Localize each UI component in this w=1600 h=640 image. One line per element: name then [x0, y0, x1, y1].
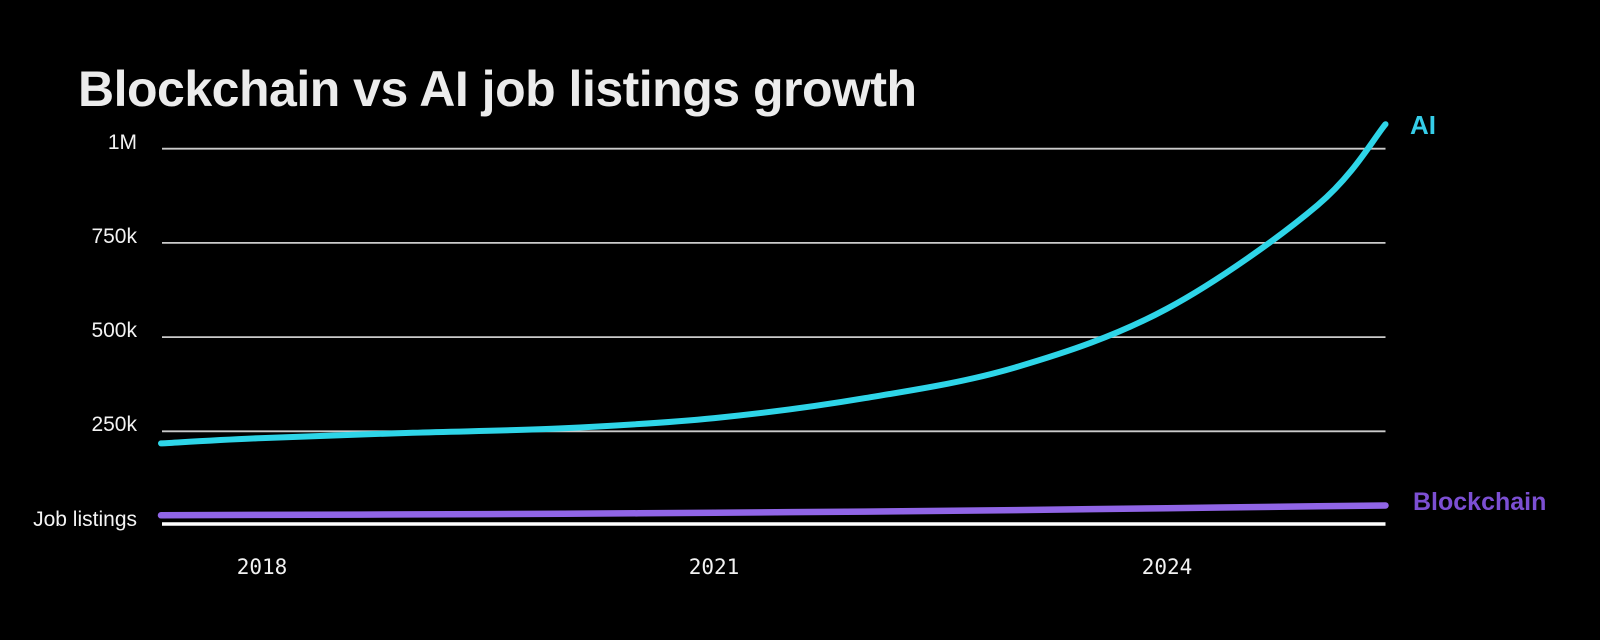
series-label-ai: AI [1410, 110, 1436, 140]
y-tick-label-500k: 500k [91, 319, 137, 342]
series-label-blockchain: Blockchain [1413, 488, 1547, 516]
x-tick-label-2024: 2024 [1141, 555, 1193, 579]
y-tick-label-250k: 250k [91, 413, 137, 436]
y-tick-label-1m: 1M [107, 131, 137, 154]
y-axis-caption: Job listings [33, 508, 137, 531]
x-tick-label-2021: 2021 [688, 555, 740, 579]
x-tick-label-2018: 2018 [236, 555, 288, 579]
blockchain-line [157, 502, 1389, 519]
ai-line [158, 121, 1389, 447]
chart-title: Blockchain vs AI job listings growth [78, 61, 917, 117]
y-tick-label-750k: 750k [91, 225, 137, 248]
